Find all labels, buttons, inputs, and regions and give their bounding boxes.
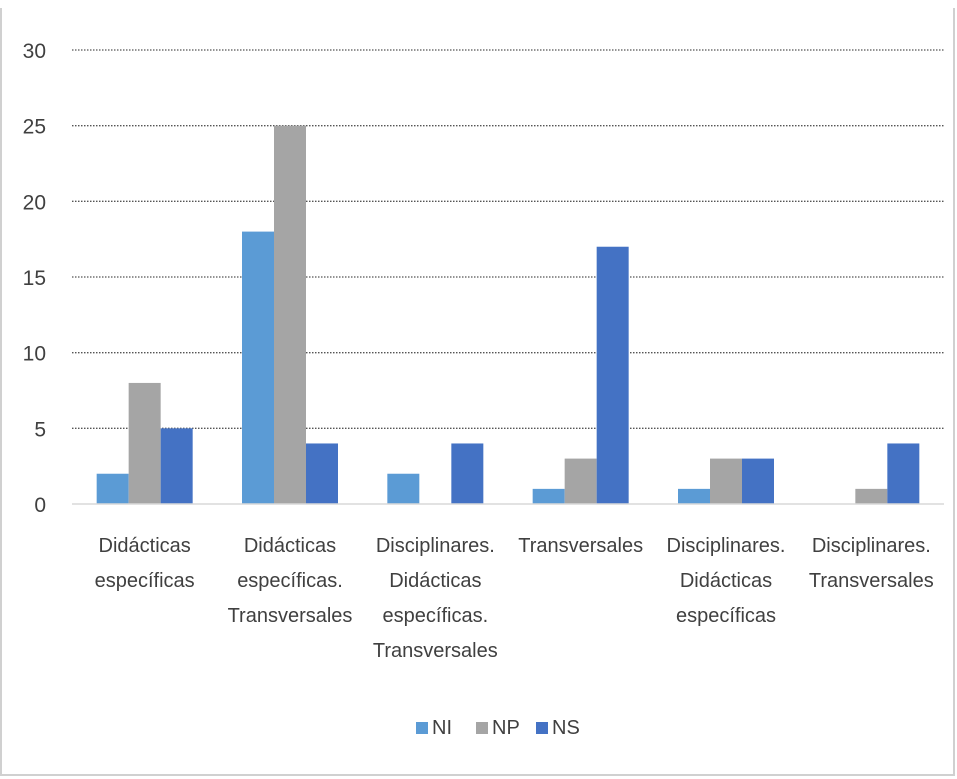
y-tick-label: 20 (23, 191, 46, 214)
x-tick-label-line: Disciplinares. (376, 535, 495, 557)
x-tick-label-line: específicas. (383, 605, 489, 627)
bar-ni (242, 231, 274, 504)
bar-np (274, 125, 306, 505)
y-tick-label: 30 (23, 40, 46, 63)
legend-swatch-np (476, 722, 488, 734)
chart-frame: 0 5 10 15 20 25 30 Didácticas específicas Didáct… (0, 8, 955, 776)
x-axis-labels: Didácticas específicas Didácticas específic… (95, 535, 934, 662)
bar-ns (742, 458, 774, 504)
x-tick-label-line: Disciplinares. (812, 535, 931, 557)
x-tick-label-line: Didácticas (389, 570, 481, 592)
cropped-header-strip (0, 0, 957, 8)
bar-ns (596, 246, 629, 504)
x-tick-label-line: Transversales (809, 570, 934, 592)
bar-np (710, 458, 742, 504)
y-tick-label: 0 (34, 494, 46, 517)
bar-ns (887, 443, 920, 504)
bar-ni (532, 488, 565, 504)
x-tick-label-line: específicas. (237, 570, 343, 592)
legend-label-np: NP (492, 717, 520, 739)
x-tick-label: Transversales (518, 535, 643, 557)
x-tick-label-line: específicas (95, 570, 195, 592)
bar-ns (306, 443, 338, 504)
x-tick-label-line: Transversales (518, 535, 643, 557)
bar-ni (96, 473, 129, 504)
legend-label-ni: NI (432, 717, 452, 739)
legend-label-ns: NS (552, 717, 580, 739)
bar-np (855, 488, 888, 504)
x-tick-label: Disciplinares. Didácticas específicas (667, 535, 786, 627)
bar-ni (387, 473, 420, 504)
x-tick-label-line: Didácticas (99, 535, 191, 557)
y-axis-ticks: 0 5 10 15 20 25 30 (23, 40, 46, 517)
bar-ns (451, 443, 484, 504)
bar-ns (160, 428, 193, 504)
legend-swatch-ni (416, 722, 428, 734)
x-tick-label: Disciplinares. Didácticas específicas. Tran… (373, 535, 498, 662)
legend: NI NP NS (416, 717, 580, 739)
x-tick-label-line: Disciplinares. (667, 535, 786, 557)
y-tick-label: 5 (34, 418, 46, 441)
x-tick-label-line: Didácticas (680, 570, 772, 592)
x-tick-label: Didácticas específicas. Transversales (228, 535, 353, 627)
y-tick-label: 10 (23, 343, 46, 366)
x-tick-label-line: Transversales (228, 605, 353, 627)
x-tick-label-line: específicas (676, 605, 776, 627)
y-tick-label: 15 (23, 267, 46, 290)
x-tick-label: Disciplinares. Transversales (809, 535, 934, 592)
bar-np (564, 458, 597, 504)
bars (96, 125, 920, 505)
x-tick-label-line: Didácticas (244, 535, 336, 557)
x-tick-label-line: Transversales (373, 640, 498, 662)
legend-swatch-ns (536, 722, 548, 734)
bar-np (128, 382, 161, 504)
gridlines (72, 49, 944, 429)
bar-ni (678, 488, 710, 504)
x-tick-label: Didácticas específicas (95, 535, 195, 592)
y-tick-label: 25 (23, 116, 46, 139)
